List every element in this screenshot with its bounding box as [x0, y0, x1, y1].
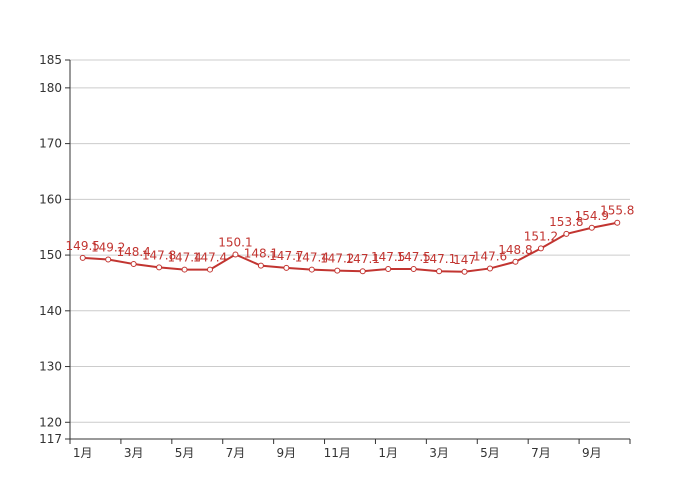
point — [537, 245, 544, 252]
value-label: 149.5 — [66, 239, 100, 253]
point — [79, 254, 86, 261]
x-tick-label: 1月 — [378, 446, 398, 460]
x-tick-label: 9月 — [582, 446, 602, 460]
value-label: 147.4 — [193, 251, 227, 265]
x-tick-label: 7月 — [226, 446, 246, 460]
point — [385, 266, 392, 273]
x-tick-label: 1月 — [73, 446, 93, 460]
point — [257, 262, 264, 269]
point — [232, 251, 239, 258]
point — [487, 265, 493, 272]
value-label: 147.1 — [422, 252, 456, 266]
value-label: 149.2 — [91, 241, 125, 255]
value-label: 147.5 — [396, 250, 430, 264]
point — [334, 267, 341, 274]
value-label: 147.1 — [346, 252, 380, 266]
value-label: 147.4 — [167, 251, 201, 265]
x-tick-label: 9月 — [277, 446, 297, 460]
value-label: 151.2 — [524, 229, 558, 243]
x-tick-label: 11月 — [324, 446, 351, 460]
point — [105, 256, 112, 263]
point — [512, 258, 519, 265]
x-tick-label: 5月 — [175, 446, 195, 460]
value-label: 148.4 — [116, 245, 150, 259]
point — [588, 224, 595, 231]
x-tick-label: 3月 — [124, 446, 144, 460]
value-label: 147 — [453, 253, 476, 267]
point — [283, 264, 290, 271]
value-label: 148.8 — [498, 243, 532, 257]
y-tick-label: 150 — [39, 248, 62, 262]
point — [410, 266, 417, 273]
point — [156, 264, 163, 271]
point — [436, 268, 443, 275]
point — [207, 266, 213, 273]
point — [461, 268, 468, 275]
line — [82, 221, 618, 273]
value-label: 147.8 — [142, 248, 176, 262]
point — [308, 266, 315, 273]
value-label: 147.6 — [473, 249, 507, 263]
value-label: 147.7 — [269, 249, 303, 263]
point — [181, 266, 188, 273]
point — [130, 260, 137, 267]
y-tick-label: 140 — [39, 304, 62, 318]
value-label: 148.1 — [244, 247, 278, 261]
value-label: 153.8 — [549, 215, 583, 229]
y-tick-label: 180 — [39, 81, 62, 95]
x-tick-label: 3月 — [429, 446, 449, 460]
y-tick-label: 185 — [39, 53, 62, 67]
value-label: 147.2 — [320, 252, 354, 266]
value-label: 155.8 — [600, 204, 634, 218]
y-tick-label: 120 — [39, 415, 62, 429]
y-tick-label: 170 — [39, 137, 62, 151]
point — [614, 219, 621, 226]
value-label: 154.9 — [575, 209, 609, 223]
y-tick-label: 130 — [39, 360, 62, 374]
y-tick-label: 117 — [39, 432, 62, 446]
value-label: 147.5 — [371, 250, 405, 264]
x-tick-label: 5月 — [480, 446, 500, 460]
point — [359, 268, 366, 275]
point — [563, 230, 570, 237]
x-tick-label: 7月 — [531, 446, 551, 460]
y-tick-label: 160 — [39, 192, 62, 206]
value-label: 147.4 — [295, 251, 329, 265]
value-label: 150.1 — [218, 236, 252, 250]
